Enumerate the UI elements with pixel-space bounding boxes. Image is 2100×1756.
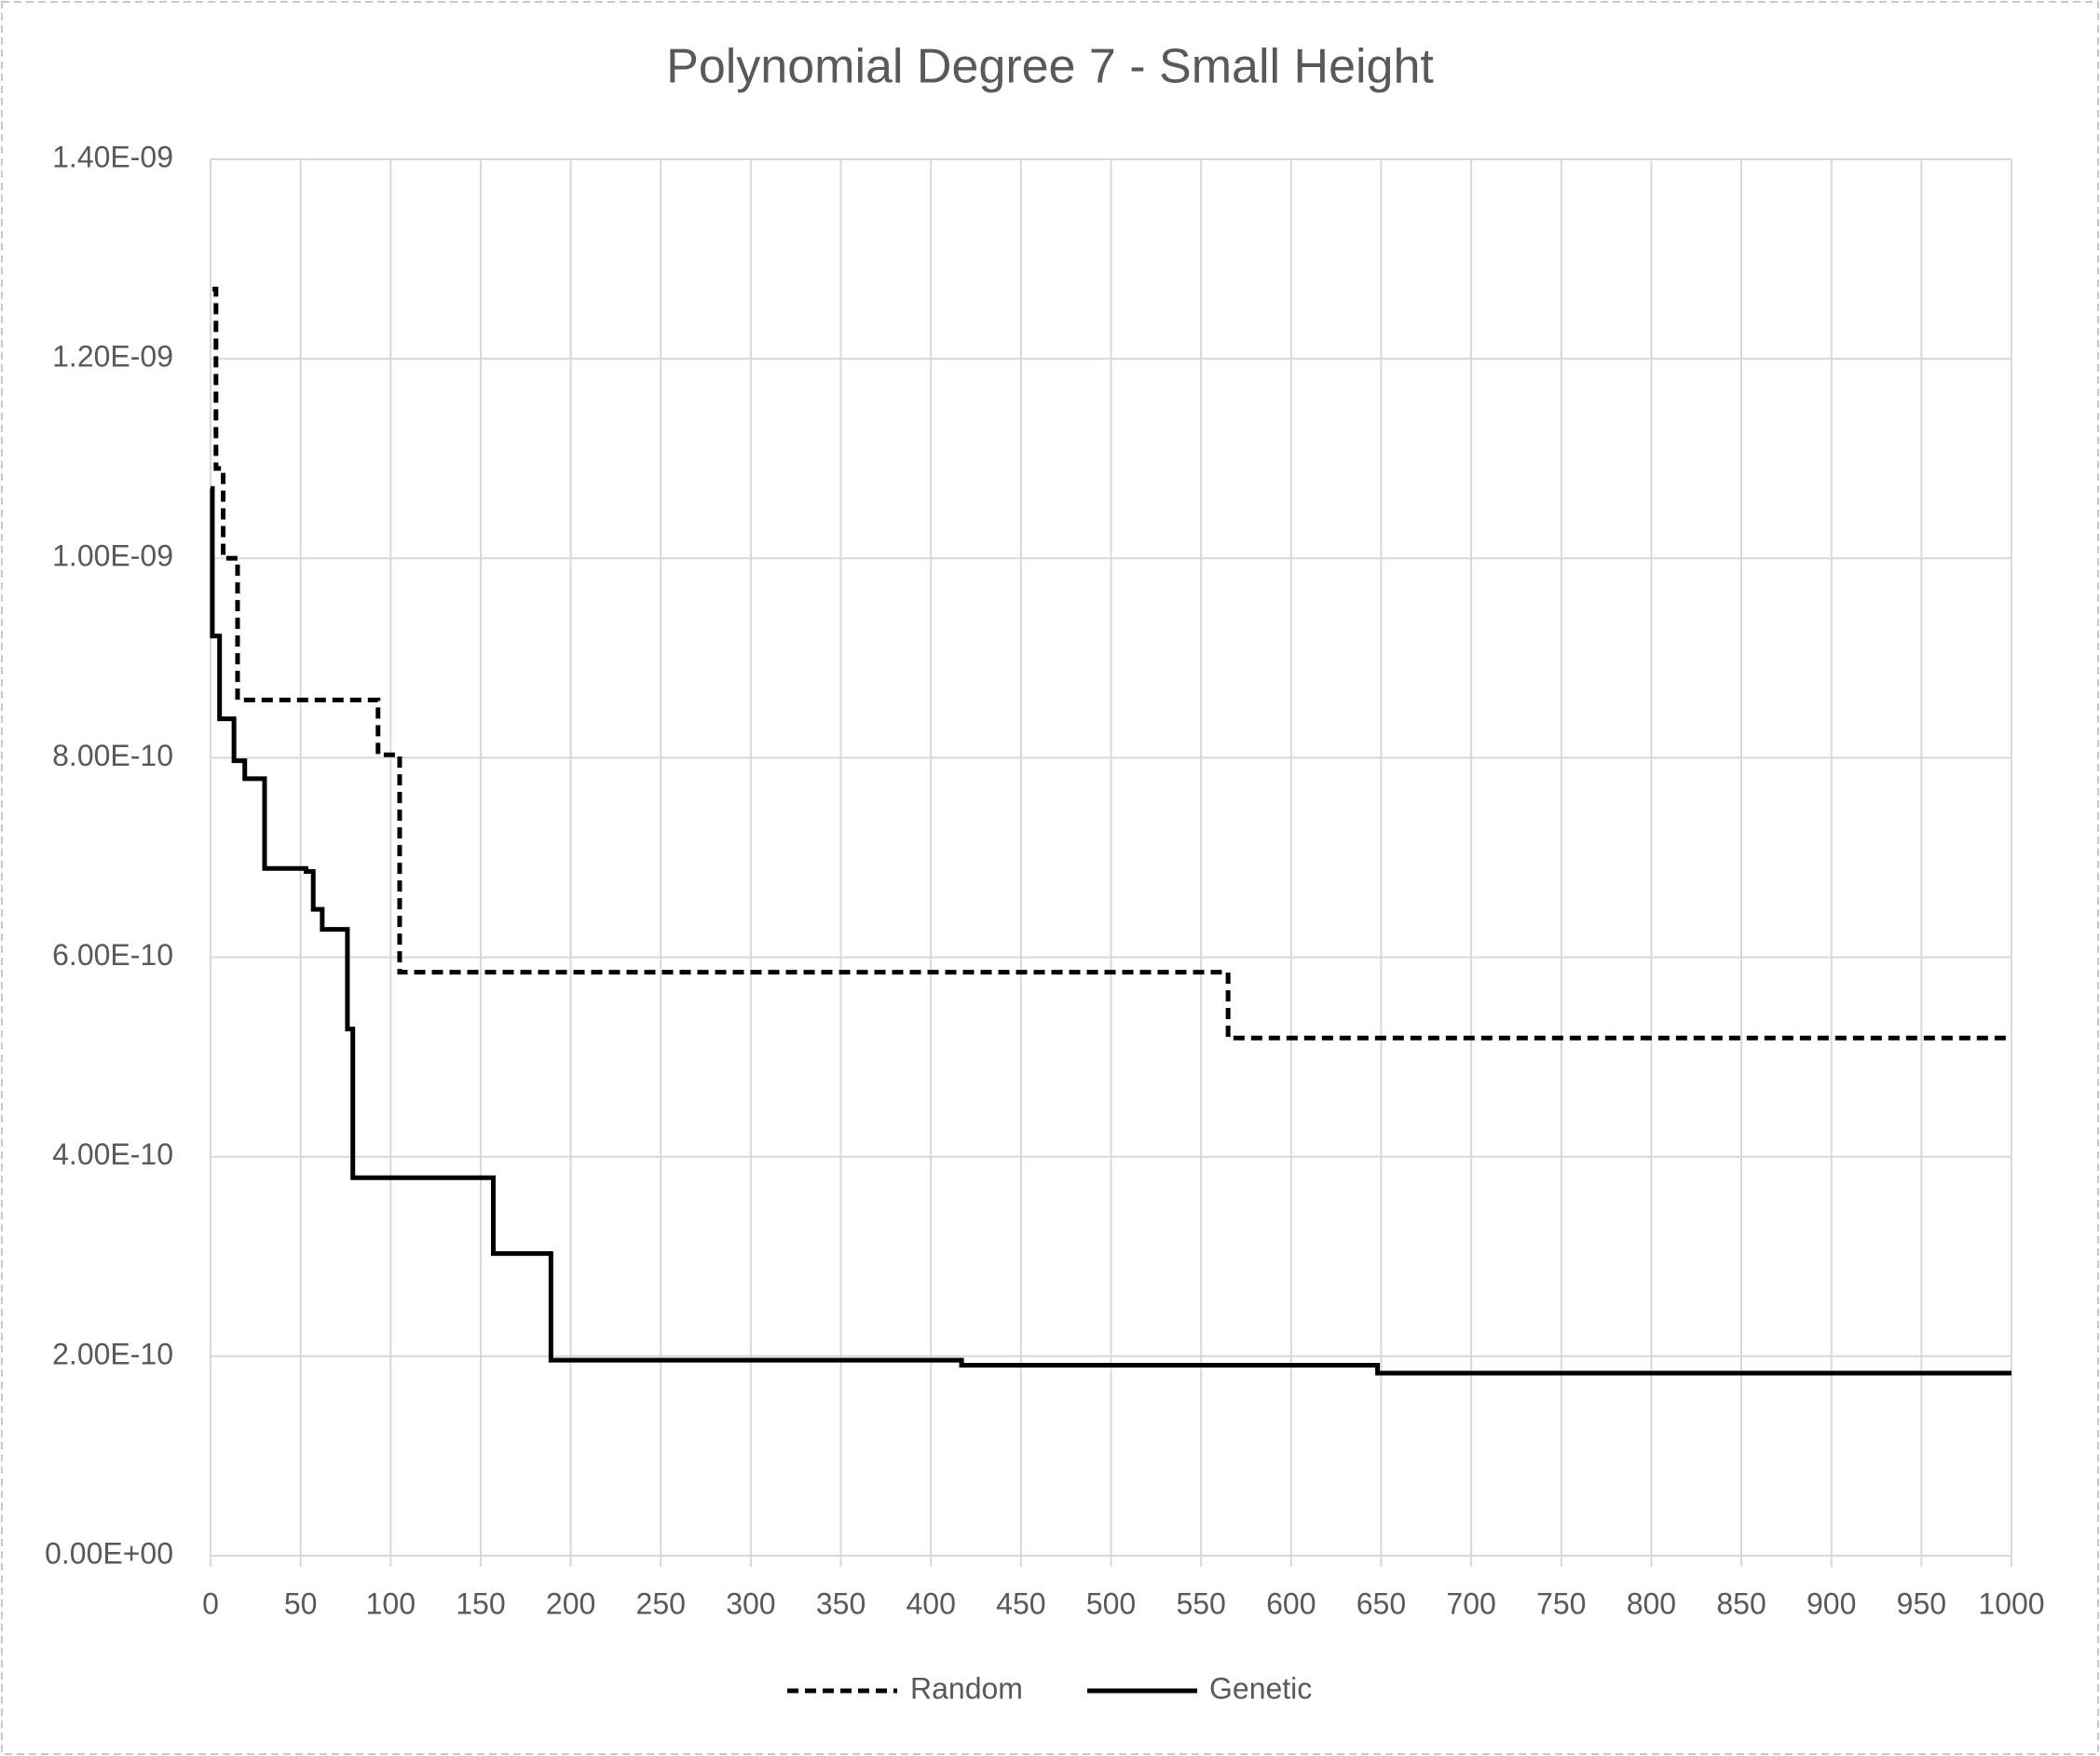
x-tick-label: 450 [996,1586,1045,1620]
legend-label: Random [910,1671,1023,1705]
y-tick-label: 1.40E-09 [52,140,173,173]
y-tick-label: 0.00E+00 [45,1536,173,1570]
x-tick-label: 350 [816,1586,866,1620]
x-tick-label: 950 [1897,1586,1946,1620]
y-tick-label: 4.00E-10 [52,1137,173,1171]
x-tick-label: 800 [1627,1586,1676,1620]
x-tick-label: 400 [907,1586,956,1620]
y-tick-label: 8.00E-10 [52,739,173,772]
x-tick-label: 550 [1176,1586,1225,1620]
x-tick-label: 0 [202,1586,219,1620]
x-tick-label: 100 [366,1586,416,1620]
series-line [211,286,2011,1041]
x-tick-label: 750 [1536,1586,1586,1620]
x-tick-label: 200 [546,1586,595,1620]
x-tick-label: 250 [636,1586,686,1620]
x-tick-label: 850 [1716,1586,1766,1620]
y-tick-label: 1.20E-09 [52,340,173,374]
x-tick-label: 1000 [1978,1586,2044,1620]
y-tick-label: 1.00E-09 [52,539,173,573]
x-tick-label: 600 [1266,1586,1316,1620]
legend-label: Genetic [1209,1671,1312,1705]
y-tick-label: 6.00E-10 [52,938,173,972]
x-tick-label: 300 [726,1586,775,1620]
x-tick-label: 150 [456,1586,505,1620]
x-tick-label: 50 [284,1586,318,1620]
series-line [210,485,2011,1376]
chart-title: Polynomial Degree 7 - Small Height [666,40,1434,94]
y-tick-label: 2.00E-10 [52,1337,173,1370]
x-tick-label: 500 [1086,1586,1136,1620]
x-tick-label: 650 [1357,1586,1406,1620]
x-tick-label: 700 [1446,1586,1495,1620]
x-tick-label: 900 [1807,1586,1856,1620]
